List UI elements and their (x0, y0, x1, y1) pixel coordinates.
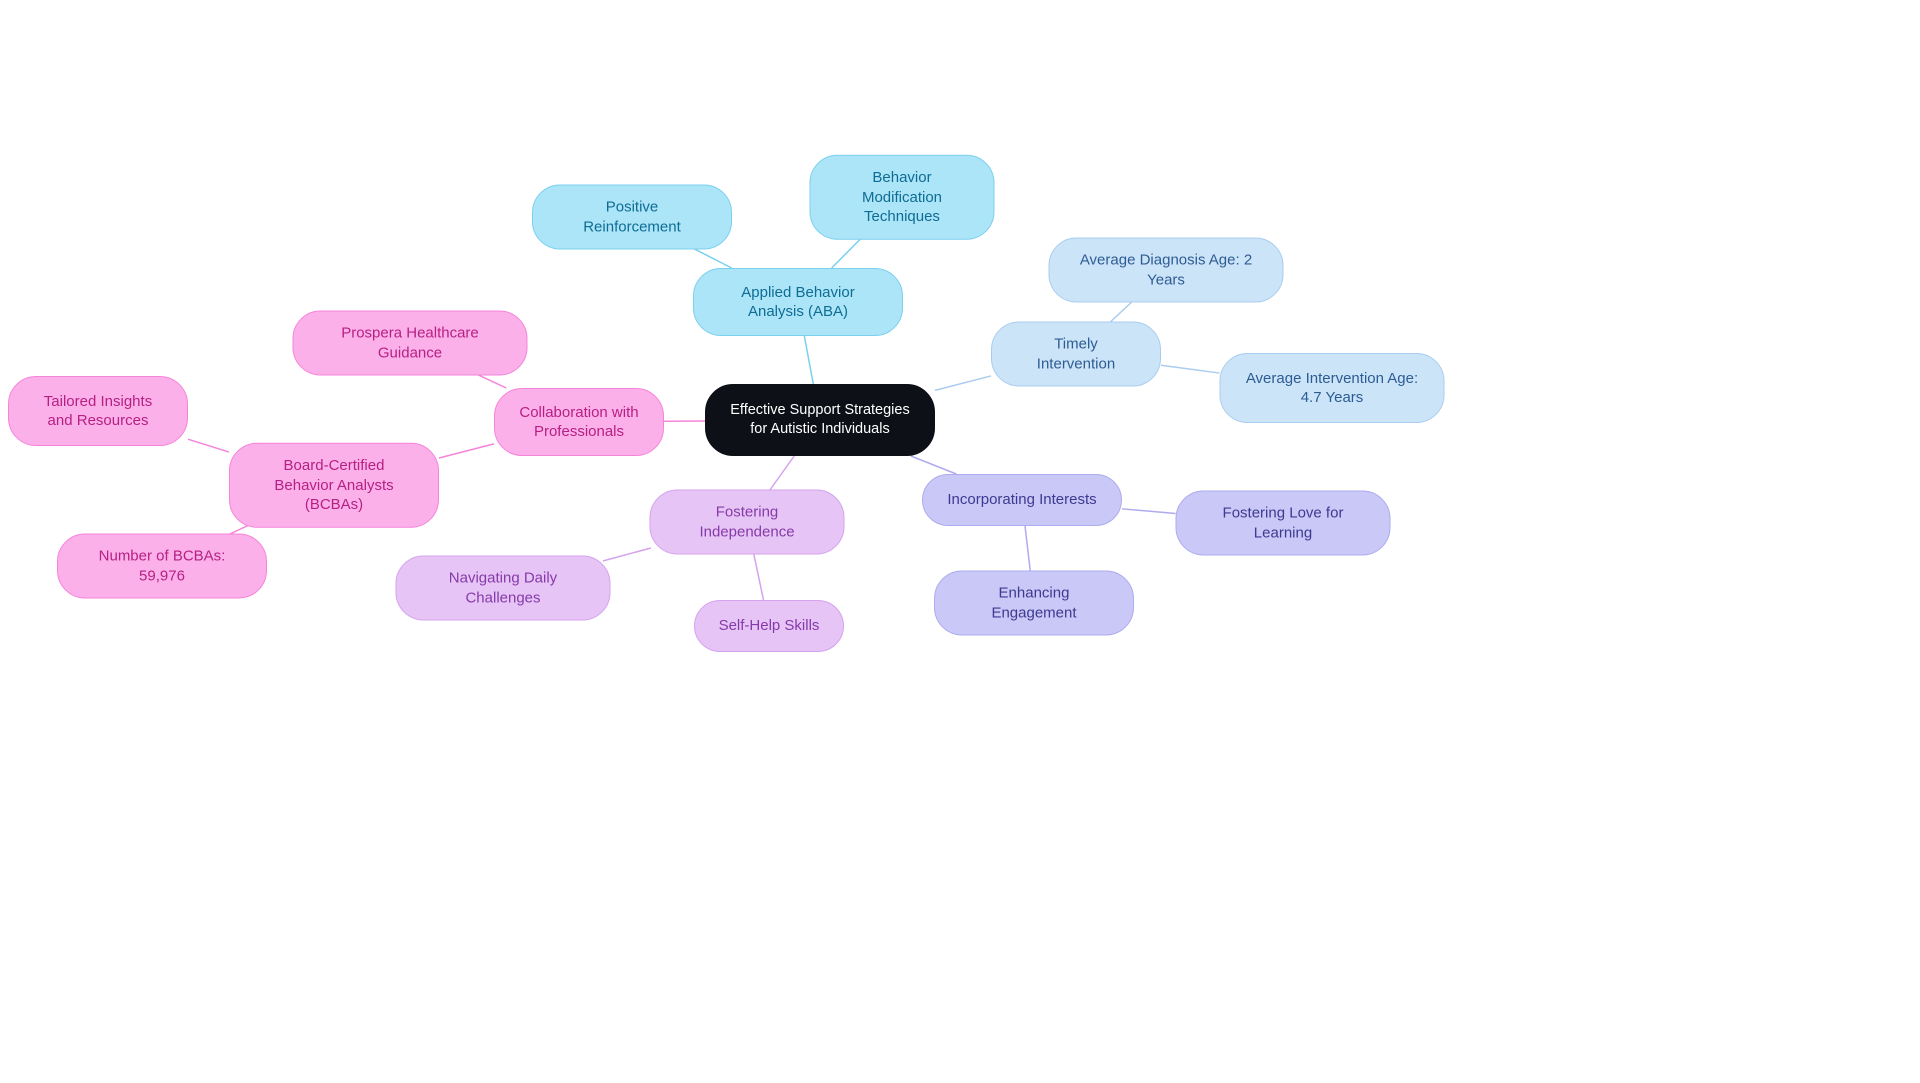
node-tailored[interactable]: Tailored Insights and Resources (8, 376, 188, 446)
edge (911, 456, 956, 474)
node-behmod[interactable]: Behavior Modification Techniques (810, 155, 995, 240)
node-label: Board-Certified Behavior Analysts (BCBAs… (252, 456, 416, 515)
node-collab[interactable]: Collaboration with Professionals (494, 388, 664, 456)
node-int47[interactable]: Average Intervention Age: 4.7 Years (1220, 353, 1445, 423)
node-aba[interactable]: Applied Behavior Analysis (ABA) (693, 268, 903, 336)
node-label: Navigating Daily Challenges (419, 569, 588, 608)
node-bcba[interactable]: Board-Certified Behavior Analysts (BCBAs… (229, 443, 439, 528)
edge (1122, 509, 1176, 514)
edge (753, 548, 764, 600)
node-label: Tailored Insights and Resources (31, 392, 165, 431)
node-diag2[interactable]: Average Diagnosis Age: 2 Years (1049, 238, 1284, 303)
edge (1161, 365, 1220, 373)
node-label: Fostering Love for Learning (1199, 504, 1368, 543)
node-label: Fostering Independence (673, 503, 822, 542)
node-label: Number of BCBAs: 59,976 (80, 547, 244, 586)
node-engage[interactable]: Enhancing Engagement (934, 571, 1134, 636)
edge (188, 439, 229, 452)
node-label: Effective Support Strategies for Autisti… (728, 401, 912, 439)
node-label: Enhancing Engagement (957, 584, 1111, 623)
node-label: Average Diagnosis Age: 2 Years (1072, 251, 1261, 290)
node-root[interactable]: Effective Support Strategies for Autisti… (705, 384, 935, 456)
mindmap-canvas: Effective Support Strategies for Autisti… (0, 0, 1920, 1083)
edge (804, 336, 813, 384)
node-interests[interactable]: Incorporating Interests (922, 474, 1122, 526)
node-prospera[interactable]: Prospera Healthcare Guidance (293, 311, 528, 376)
node-label: Self-Help Skills (719, 616, 820, 636)
node-label: Prospera Healthcare Guidance (316, 324, 505, 363)
node-indep[interactable]: Fostering Independence (650, 490, 845, 555)
node-label: Positive Reinforcement (555, 198, 709, 237)
node-label: Incorporating Interests (947, 490, 1096, 510)
node-label: Average Intervention Age: 4.7 Years (1243, 369, 1422, 408)
node-navdaily[interactable]: Navigating Daily Challenges (396, 556, 611, 621)
edge (439, 444, 494, 458)
node-selfhelp[interactable]: Self-Help Skills (694, 600, 844, 652)
node-label: Collaboration with Professionals (517, 403, 641, 442)
node-learn[interactable]: Fostering Love for Learning (1176, 491, 1391, 556)
node-timely[interactable]: Timely Intervention (991, 322, 1161, 387)
node-label: Applied Behavior Analysis (ABA) (716, 283, 880, 322)
node-posrein[interactable]: Positive Reinforcement (532, 185, 732, 250)
edge (1025, 526, 1031, 576)
node-label: Timely Intervention (1014, 335, 1138, 374)
node-numbcba[interactable]: Number of BCBAs: 59,976 (57, 534, 267, 599)
node-label: Behavior Modification Techniques (833, 168, 972, 227)
edge (603, 548, 651, 561)
edge (935, 376, 991, 390)
